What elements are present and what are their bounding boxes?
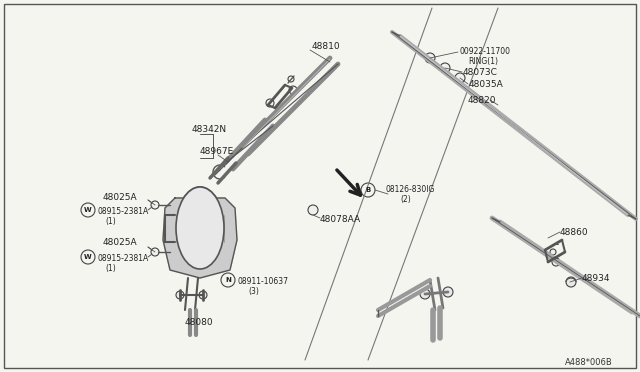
Circle shape [308,205,318,215]
Circle shape [566,277,576,287]
Text: 48035A: 48035A [469,80,504,89]
Text: 08126-830IG: 08126-830IG [386,185,435,194]
Circle shape [425,53,435,63]
Ellipse shape [176,187,224,269]
Text: 48820: 48820 [468,96,497,105]
Text: 48934: 48934 [582,274,611,283]
Circle shape [266,99,274,107]
Text: 00922-11700: 00922-11700 [460,47,511,56]
Text: 48342N: 48342N [192,125,227,134]
Text: 48810: 48810 [312,42,340,51]
Circle shape [550,249,556,255]
Text: (1): (1) [105,217,116,226]
Circle shape [289,86,297,94]
Text: W: W [84,254,92,260]
Text: N: N [225,277,231,283]
Text: 48025A: 48025A [103,193,138,202]
Circle shape [151,248,159,256]
Circle shape [440,63,450,73]
Text: 08915-2381A: 08915-2381A [97,207,148,216]
Text: 48073C: 48073C [463,68,498,77]
Text: (2): (2) [400,195,411,204]
Ellipse shape [182,195,218,261]
Polygon shape [163,198,237,278]
Circle shape [288,76,294,82]
Text: B: B [365,187,371,193]
Text: 48025A: 48025A [103,238,138,247]
Text: (3): (3) [248,287,259,296]
Text: W: W [84,207,92,213]
Circle shape [151,201,159,209]
Circle shape [176,291,184,299]
Circle shape [361,183,375,197]
Circle shape [221,273,235,287]
Ellipse shape [176,187,224,269]
Circle shape [552,258,560,266]
Text: 48080: 48080 [185,318,214,327]
Circle shape [199,291,207,299]
Text: 48078AA: 48078AA [320,215,361,224]
Text: 08915-2381A: 08915-2381A [97,254,148,263]
Circle shape [81,203,95,217]
Text: (1): (1) [105,264,116,273]
Text: 08911-10637: 08911-10637 [237,277,288,286]
Text: 48860: 48860 [560,228,589,237]
Circle shape [455,73,465,83]
Circle shape [81,250,95,264]
Text: RING(1): RING(1) [468,57,498,66]
Circle shape [443,287,453,297]
Text: A488*006B: A488*006B [565,358,612,367]
Text: 48967E: 48967E [200,147,234,156]
Circle shape [420,289,430,299]
